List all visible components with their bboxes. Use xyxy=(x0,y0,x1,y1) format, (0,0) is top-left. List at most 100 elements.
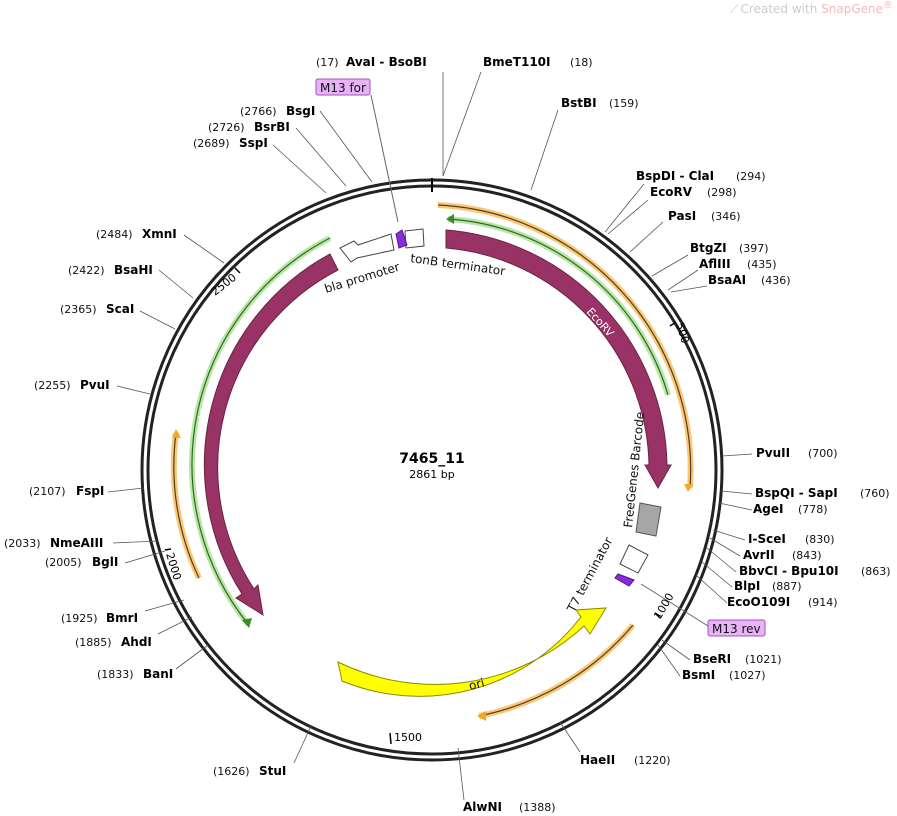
site-name: EcoRV xyxy=(650,185,693,199)
site-fspi[interactable]: (2107) FspI xyxy=(29,484,104,498)
feature-tonb-terminator-box[interactable] xyxy=(404,228,425,249)
site-scai[interactable]: (2365) ScaI xyxy=(60,302,134,316)
site-position: (294) xyxy=(736,170,766,183)
site-blpi[interactable]: BlpI (887) xyxy=(734,579,802,593)
site-name: NmeAIII xyxy=(50,536,103,550)
primer-label-m13-rev[interactable]: M13 rev xyxy=(707,619,766,637)
site-bspqi-sapi[interactable]: BspQI - SapI (760) xyxy=(755,486,890,500)
feature-bla-promoter-arrow[interactable] xyxy=(339,233,395,263)
site-bbvci-bpu10i[interactable]: BbvCI - Bpu10I (863) xyxy=(739,564,891,578)
site-name: BspQI - SapI xyxy=(755,486,838,500)
site-stui[interactable]: (1626) StuI xyxy=(213,764,286,778)
site-bani[interactable]: (1833) BanI xyxy=(97,667,173,681)
site-name: PvuII xyxy=(756,446,790,460)
orf-arrowhead xyxy=(242,618,252,628)
site-bspdi-clai[interactable]: BspDI - ClaI (294) xyxy=(636,169,766,183)
site-ecorv[interactable]: EcoRV (298) xyxy=(650,185,737,199)
site-position: (2484) xyxy=(96,228,133,241)
site-position: (2766) xyxy=(240,105,277,118)
site-haeii[interactable]: HaeII (1220) xyxy=(580,753,671,767)
site-name: AflIII xyxy=(699,257,731,271)
site-name: PvuI xyxy=(80,378,110,392)
orf-arc-upper-right-green-core xyxy=(447,218,669,396)
site-position: (2726) xyxy=(208,121,245,134)
site-i-scei[interactable]: I-SceI (830) xyxy=(748,532,835,546)
orf-arrowhead xyxy=(477,711,486,721)
primer-label-text: M13 for xyxy=(320,81,366,95)
site-ahdi[interactable]: (1885) AhdI xyxy=(75,635,152,649)
site-name: SspI xyxy=(239,136,268,150)
site-ecoo109i[interactable]: EcoO109I (914) xyxy=(727,595,838,609)
orf-arc-upper-right-orange-core xyxy=(437,204,692,489)
site-leader-line xyxy=(530,109,559,191)
site-leader-line xyxy=(442,71,482,177)
site-bgli[interactable]: (2005) BglI xyxy=(45,555,118,569)
site-position: (887) xyxy=(772,580,802,593)
site-leader-line xyxy=(667,269,699,291)
primer-label-m13-for[interactable]: M13 for xyxy=(315,78,371,96)
site-bseri[interactable]: BseRI (1021) xyxy=(693,652,782,666)
brand-prefix: Created with xyxy=(740,2,818,16)
site-position: (2033) xyxy=(4,537,41,550)
site-leader-line xyxy=(721,453,753,457)
site-position: (2255) xyxy=(34,379,71,392)
site-name: BsrBI xyxy=(254,120,290,134)
site-nmeaiii[interactable]: (2033) NmeAIII xyxy=(4,536,103,550)
ruler-tick-mark xyxy=(234,267,241,274)
ruler-tick-mark xyxy=(164,548,172,551)
site-name: XmnI xyxy=(142,227,177,241)
feature-ecorv-arrow[interactable] xyxy=(445,229,672,490)
site-leader-line xyxy=(319,110,373,183)
site-agei[interactable]: AgeI (778) xyxy=(753,502,828,516)
site-bsgi[interactable]: (2766) BsgI xyxy=(240,104,315,118)
primer-leader-line xyxy=(370,94,399,223)
site-leader-line xyxy=(718,502,753,511)
site-bsrbi[interactable]: (2726) BsrBI xyxy=(208,120,290,134)
site-name: BspDI - ClaI xyxy=(636,169,714,183)
site-leader-lines xyxy=(107,71,753,801)
site-bstbi[interactable]: BstBI (159) xyxy=(561,96,639,110)
site-position: (2422) xyxy=(68,264,105,277)
site-position: (830) xyxy=(805,533,835,546)
site-position: (1885) xyxy=(75,636,112,649)
site-name: AgeI xyxy=(753,502,783,516)
site-leader-line xyxy=(183,234,225,264)
site-pvuii[interactable]: PvuII (700) xyxy=(756,446,838,460)
site-sspi[interactable]: (2689) SspI xyxy=(193,136,268,150)
site-pasi[interactable]: PasI (346) xyxy=(668,209,741,223)
ruler-tick-mark xyxy=(654,612,661,619)
site-position: (1220) xyxy=(634,754,671,767)
feature-ori-arrow[interactable] xyxy=(337,607,607,697)
site-bmet110i[interactable]: BmeT110I (18) xyxy=(483,55,593,69)
site-leader-line xyxy=(293,725,312,764)
site-leader-line xyxy=(604,183,645,233)
site-pvui[interactable]: (2255) PvuI xyxy=(34,378,110,392)
primer-site-m13-for[interactable] xyxy=(395,229,408,249)
site-leader-line xyxy=(651,254,689,277)
feature-t7-terminator-box[interactable] xyxy=(619,544,649,574)
feature-freegenes-barcode-box[interactable] xyxy=(635,502,662,537)
orf-arrowhead xyxy=(446,214,454,224)
site-bmri[interactable]: (1925) BmrI xyxy=(61,611,138,625)
site-alwni[interactable]: AlwNI (1388) xyxy=(463,800,556,814)
site-btgzi[interactable]: BtgZI (397) xyxy=(690,241,769,255)
site-xmni[interactable]: (2484) XmnI xyxy=(96,227,177,241)
feature-bla-label: bla xyxy=(196,402,212,421)
site-leader-line xyxy=(657,644,681,677)
site-afliii[interactable]: AflIII (435) xyxy=(699,257,777,271)
primer-site-m13-rev[interactable] xyxy=(614,573,635,587)
site-leader-line xyxy=(706,547,737,573)
feature-bla-arrow[interactable] xyxy=(203,253,339,617)
site-leader-line xyxy=(112,540,159,544)
site-avai-bsobi[interactable]: (17) AvaI - BsoBI xyxy=(316,55,427,69)
site-name: ScaI xyxy=(106,302,134,316)
site-avrii[interactable]: AvrII (843) xyxy=(743,548,822,562)
site-bsmi[interactable]: BsmI (1027) xyxy=(682,668,766,682)
site-position: (2107) xyxy=(29,485,66,498)
site-bsahi[interactable]: (2422) BsaHI xyxy=(68,263,153,277)
site-bsaai[interactable]: BsaAI (436) xyxy=(708,273,791,287)
site-position: (1833) xyxy=(97,668,134,681)
feature-t7-terminator-label: T7 terminator xyxy=(564,535,616,615)
site-position: (436) xyxy=(761,274,791,287)
site-name: FspI xyxy=(76,484,104,498)
